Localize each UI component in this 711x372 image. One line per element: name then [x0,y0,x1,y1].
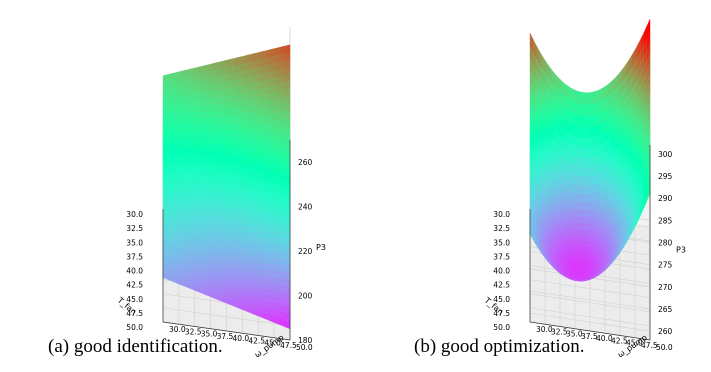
z-tick-label: 275 [658,261,673,270]
x-tick-label: 37.5 [493,252,510,261]
y-tick-label: 35.0 [201,330,218,339]
y-tick-label: 30.0 [169,325,186,334]
z-tick-label: 280 [658,239,673,248]
y-tick-label: 42.5 [248,336,265,345]
y-axis-line [529,321,651,341]
z-tick-label: 300 [658,150,673,159]
y-tick-label: 45.0 [264,339,281,348]
x-tick-label: 47.5 [493,309,510,318]
x-tick-label: 35.0 [126,238,143,247]
x-tick-label: 32.5 [493,224,510,233]
surface-mesh [162,44,291,330]
y-tick-label: 40.0 [596,334,613,343]
x-tick-label: 40.0 [493,267,510,276]
y-tick-label: 40.0 [233,334,250,343]
z-tick-label: 180 [298,336,313,345]
y-axis-line [162,321,291,341]
x-tick-label: 47.5 [126,309,143,318]
x-tick-label: 45.0 [126,295,143,304]
surface-plot-a: 30.032.535.037.540.042.545.047.550.0 30.0… [115,27,326,360]
y-tick-label: 37.5 [581,332,598,341]
z-tick-label: 220 [298,247,313,256]
y-tick-label: 42.5 [611,336,628,345]
z-tick-label: 260 [658,327,673,336]
x-tick-label: 50.0 [493,323,510,332]
y-tick-label: 50.0 [296,343,313,352]
surface-mesh [529,19,651,282]
x-tick-label: 42.5 [493,281,510,290]
y-tick-label: 32.5 [185,327,202,336]
z-axis-label: P3 [316,243,326,252]
z-tick-label: 295 [658,172,673,181]
y-tick-label: 45.0 [626,339,643,348]
x-tick-label: 35.0 [493,238,510,247]
x-tick-label: 50.0 [126,323,143,332]
x-tick-label: 30.0 [126,210,143,219]
caption-a: (a) good identification. [48,336,223,357]
x-tick-label: 37.5 [126,252,143,261]
x-tick-label: 40.0 [126,267,143,276]
z-tick-label: 260 [298,158,313,167]
y-tick-label: 47.5 [280,341,297,350]
x-tick-label: 32.5 [126,224,143,233]
y-tick-label: 32.5 [551,327,568,336]
surface-plot-b: 30.032.535.037.540.042.545.047.550.0 30.0… [482,19,686,360]
caption-b: (b) good optimization. [414,336,585,357]
x-tick-label: 45.0 [493,295,510,304]
x-tick-label: 42.5 [126,281,143,290]
y-tick-label: 50.0 [656,343,673,352]
y-tick-label: 37.5 [217,332,234,341]
z-tick-label: 285 [658,216,673,225]
y-tick-label: 35.0 [566,330,583,339]
z-tick-label: 290 [658,194,673,203]
z-tick-label: 240 [298,203,313,212]
z-tick-label: 270 [658,283,673,292]
y-tick-label: 30.0 [536,325,553,334]
x-tick-label: 30.0 [493,210,510,219]
z-tick-label: 265 [658,305,673,314]
z-axis-label: P3 [676,245,686,254]
y-tick-label: 47.5 [641,341,658,350]
z-tick-label: 200 [298,292,313,301]
